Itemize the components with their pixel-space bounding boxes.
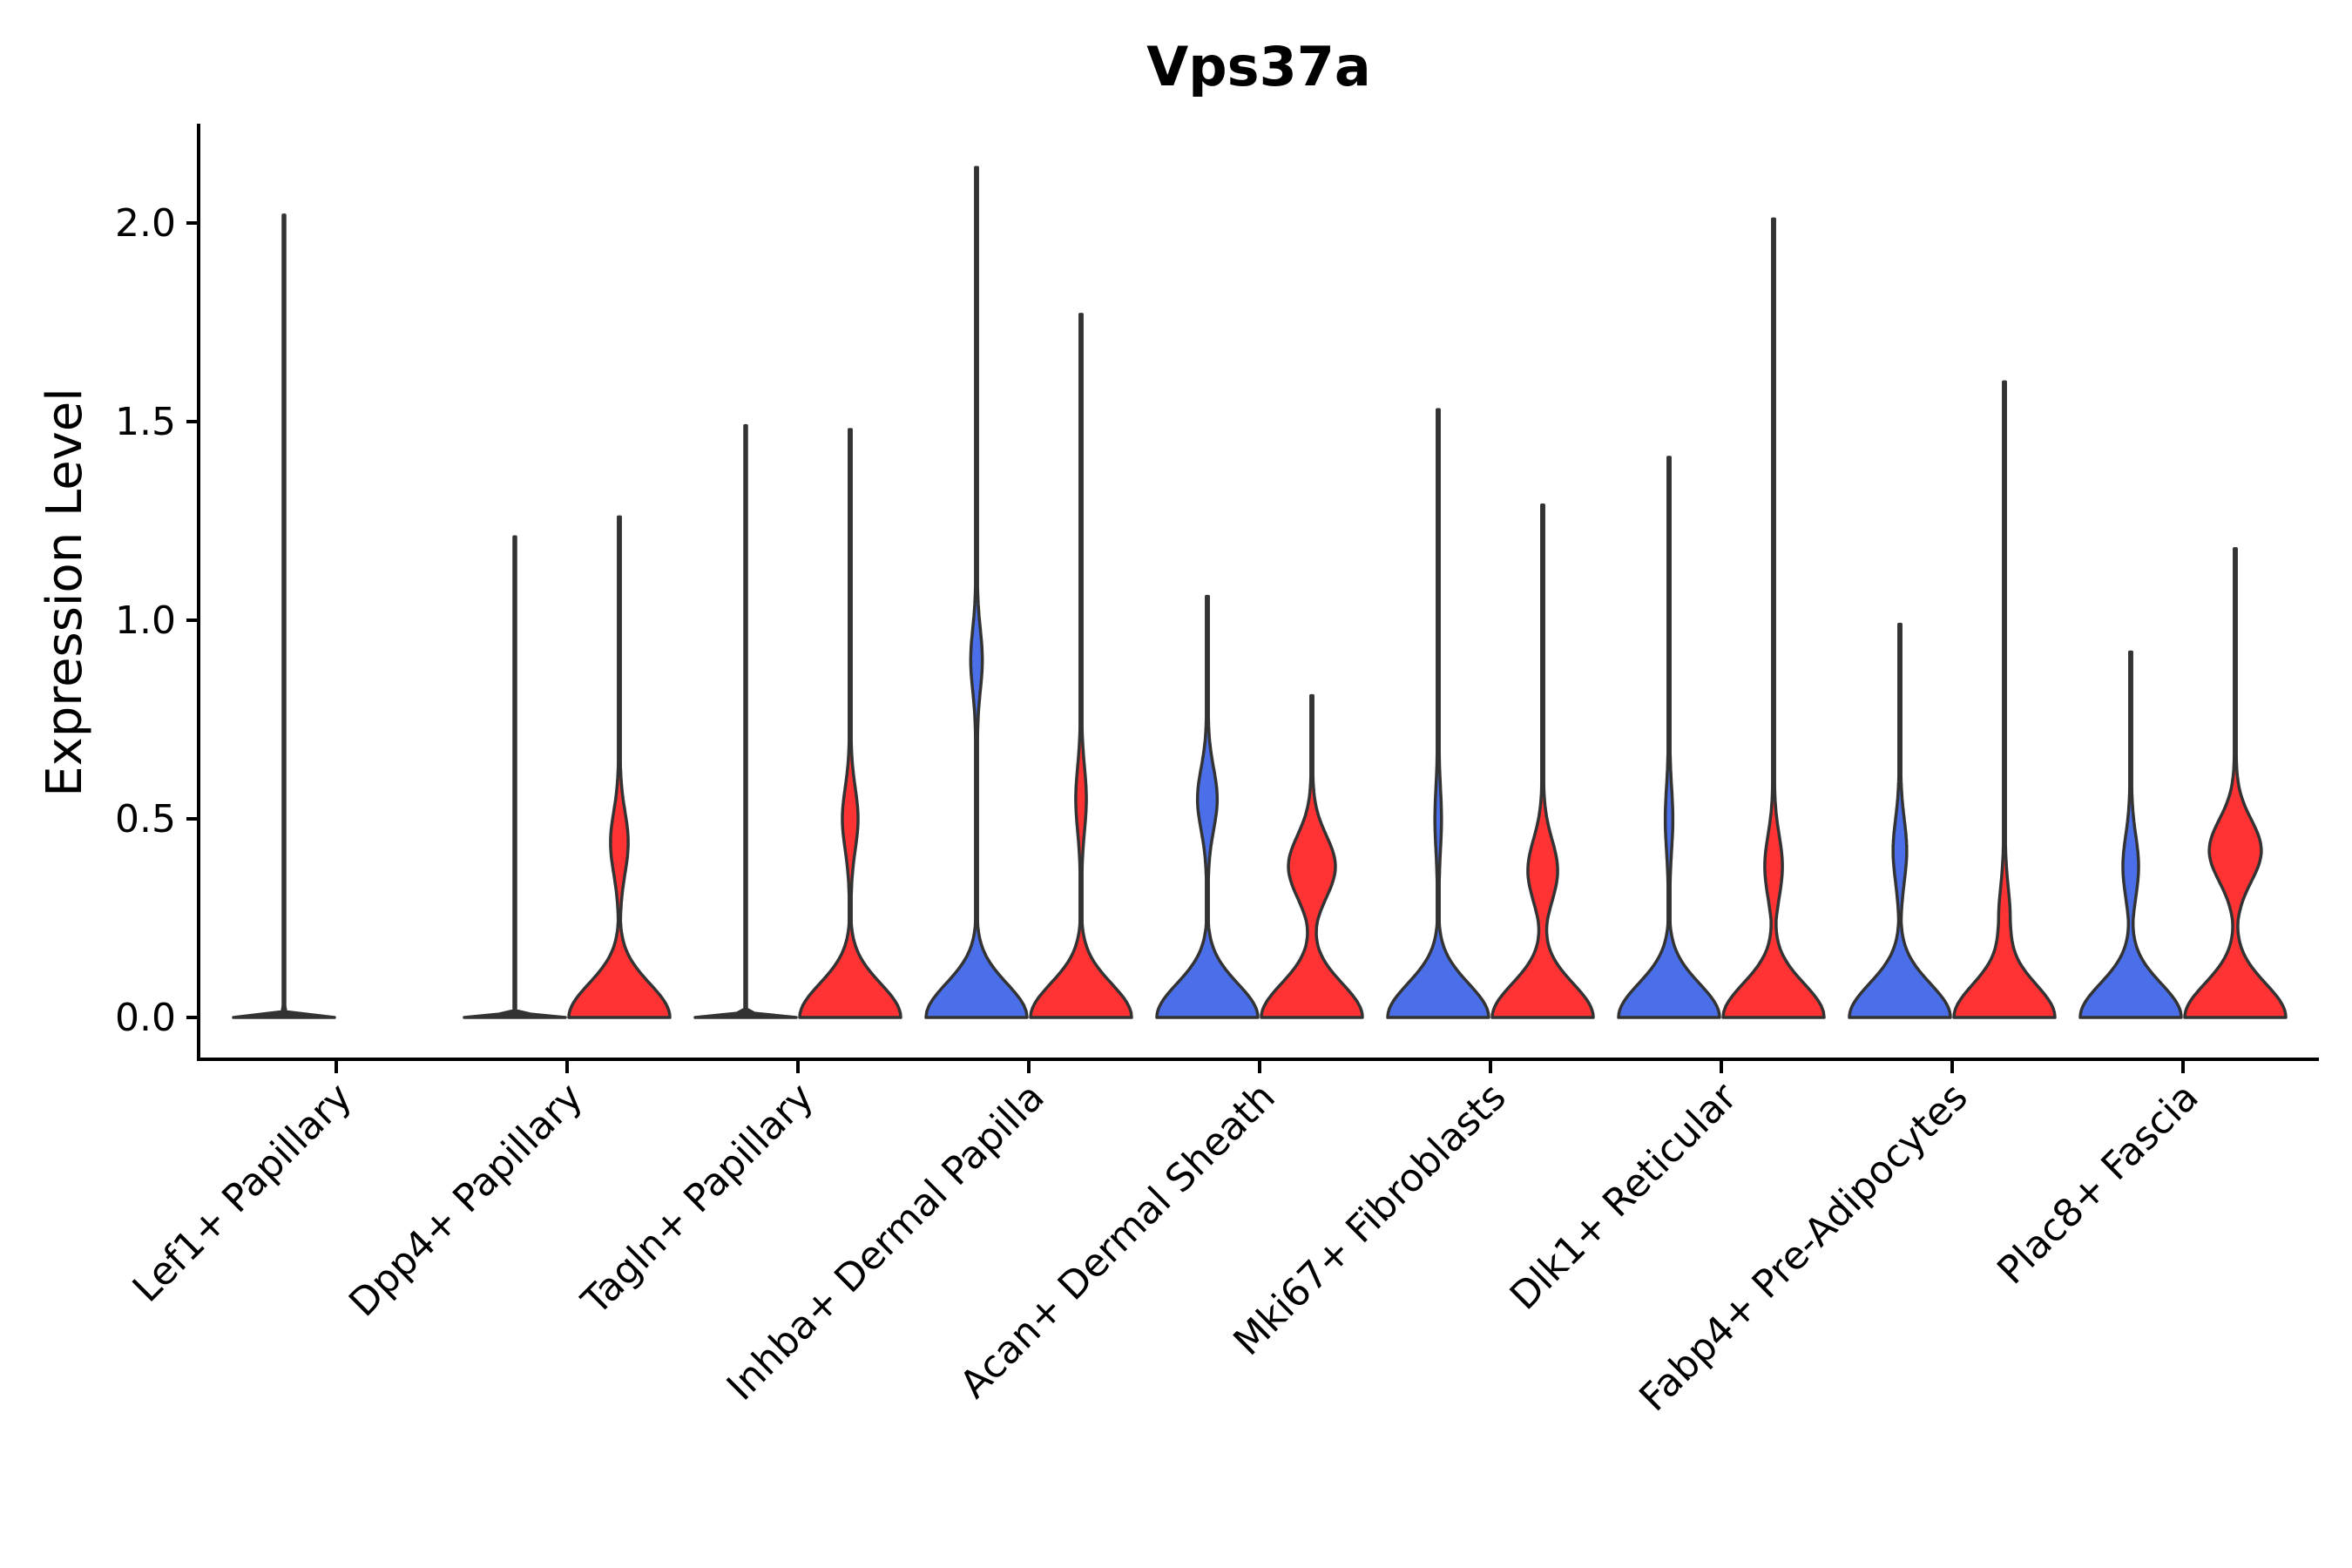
violin-red-5 [1490,504,1595,1019]
violin-red-3 [1029,313,1133,1019]
violin-blue-2 [693,423,798,1019]
y-tick-label: 1.5 [115,400,176,444]
x-tick-label: Plac8+ Fascia [1989,1075,2207,1294]
y-tick-label: 0.5 [115,797,176,841]
y-axis-ticks: 0.0 0.5 1.0 1.5 2.0 [115,201,199,1040]
violin-blue-5 [1386,408,1490,1019]
x-tick-label: Lef1+ Papillary [125,1075,361,1311]
violin-blue-0 [232,213,336,1019]
x-tick-label: Dpp4+ Papillary [341,1075,591,1326]
y-tick-label: 2.0 [115,201,176,246]
violin-blue-7 [1848,622,1952,1019]
violin-red-7 [1952,380,2057,1019]
chart-title: Vps37a [1146,35,1370,98]
violin-red-8 [2183,547,2288,1019]
x-tick-label: Tagln+ Papillary [573,1075,822,1324]
violin-blue-6 [1617,456,1721,1019]
y-tick-label: 0.0 [115,996,176,1040]
violin-blue-1 [463,535,567,1019]
violin-blue-8 [2078,650,2183,1019]
violin-red-1 [567,515,672,1019]
violin-red-2 [798,428,902,1019]
y-tick-label: 1.0 [115,598,176,643]
violin-red-6 [1721,217,1826,1019]
violin-layer [232,166,2288,1019]
violin-blue-3 [924,166,1029,1019]
violin-red-4 [1260,693,1364,1019]
violin-blue-4 [1155,594,1260,1019]
x-tick-label: Dlk1+ Reticular [1502,1074,1747,1319]
y-axis-label: Expression Level [37,388,93,797]
